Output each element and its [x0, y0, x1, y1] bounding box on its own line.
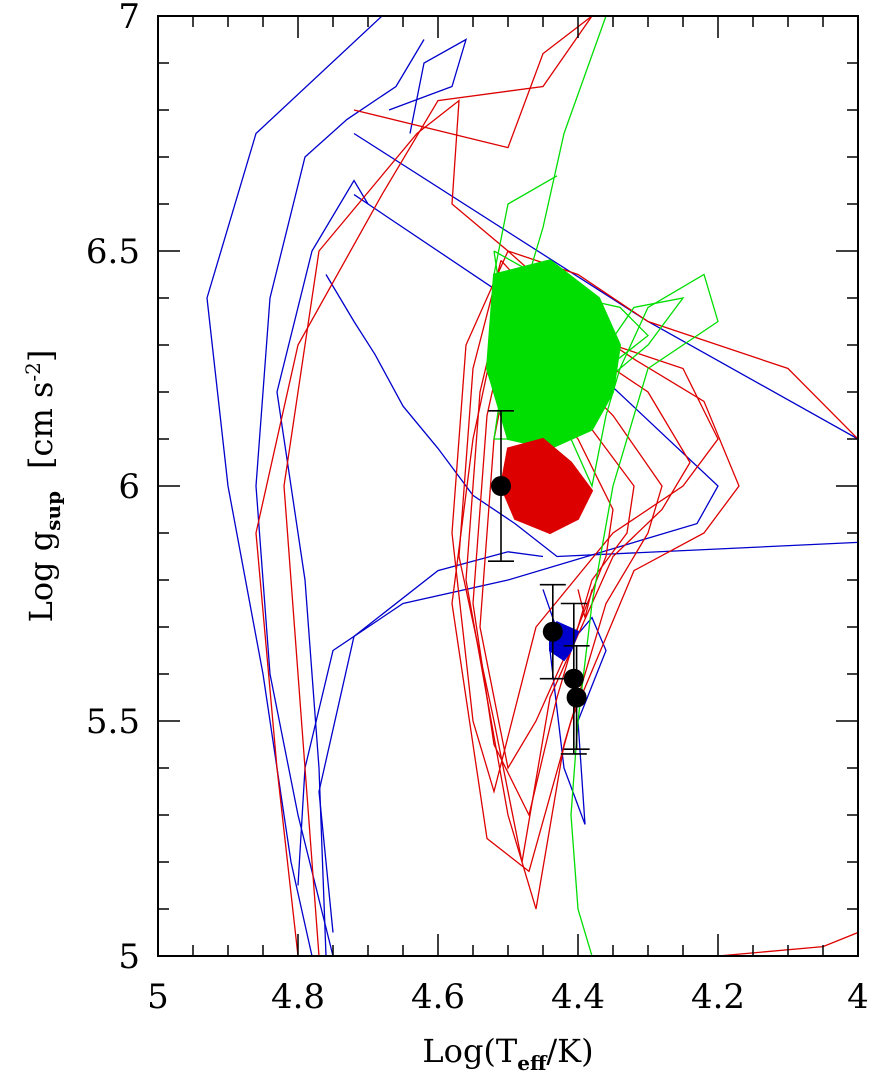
- tick-labels-group: 5 4.8 4.6 4.4 4.2 4 5 5.5 6 6.5 7: [86, 0, 869, 1017]
- observation-point-1: [488, 409, 514, 563]
- observation-point-2: [539, 583, 566, 680]
- x-tick-label: 4: [847, 977, 869, 1017]
- track-blue-1: [255, 39, 425, 956]
- y-tick-label: 5.5: [86, 702, 140, 742]
- x-tick-label: 4.8: [271, 977, 325, 1017]
- x-tick-label: 4.4: [551, 977, 605, 1017]
- track-blue-5: [325, 274, 858, 558]
- dense-region-green: [485, 259, 622, 450]
- x-axis-label: Log(Teff/K): [422, 1032, 593, 1075]
- plot-frame: [157, 15, 859, 957]
- observation-point-3: [560, 602, 587, 755]
- track-blue-0: [206, 16, 383, 956]
- track-red-10: [283, 99, 858, 956]
- y-tick-label: 6.5: [86, 232, 140, 272]
- track-blue-6: [318, 551, 544, 933]
- track-blue-7: [388, 38, 468, 134]
- track-blue-2: [276, 179, 369, 956]
- x-tick-label: 5: [147, 977, 169, 1017]
- y-axis-label: Log gsup[cm s-2]: [21, 350, 65, 623]
- track-red-13: [458, 259, 691, 863]
- track-red-12: [451, 250, 719, 794]
- observation-marker: [563, 668, 584, 689]
- y-tick-label: 6: [118, 467, 140, 507]
- observations-group: [488, 409, 590, 755]
- observation-point-4: [563, 644, 590, 751]
- y-tick-label: 5: [118, 937, 140, 977]
- observation-marker: [542, 621, 563, 642]
- observation-marker: [491, 476, 511, 496]
- x-tick-label: 4.6: [411, 977, 465, 1017]
- y-tick-label: 7: [118, 0, 140, 37]
- dense-region-red: [499, 437, 594, 535]
- x-tick-label: 4.2: [691, 977, 745, 1017]
- track-red-9: [255, 16, 593, 956]
- observation-marker: [566, 687, 587, 708]
- track-red-11: [353, 16, 593, 149]
- track-red-17: [451, 273, 740, 873]
- track-red-18: [577, 589, 593, 618]
